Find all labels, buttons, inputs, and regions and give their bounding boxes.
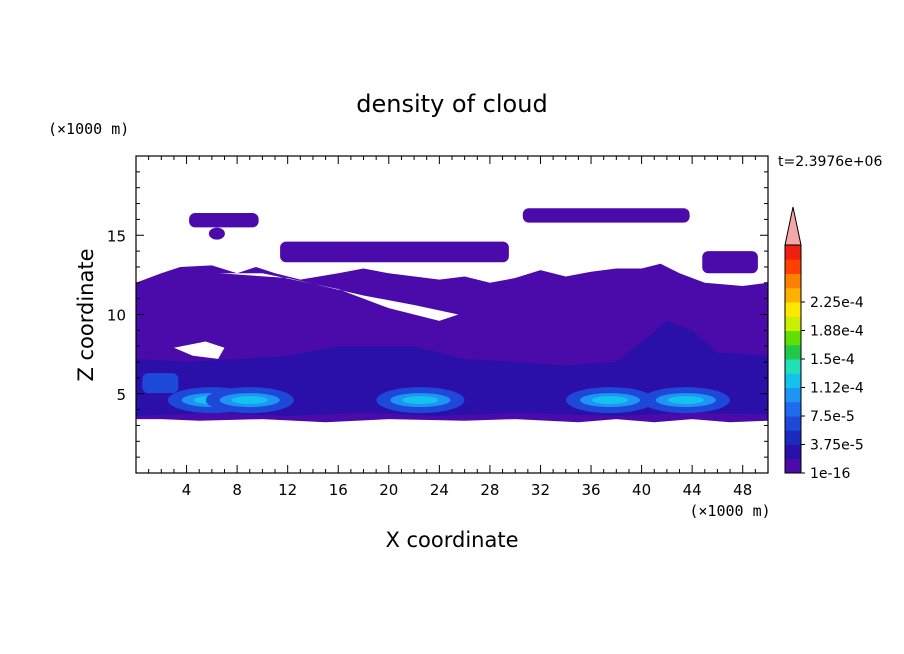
x-tick-label: 24 (430, 481, 449, 499)
colorbar-label: 3.75e-5 (810, 438, 864, 454)
colorbar-swatch (785, 444, 801, 460)
colorbar-swatch (785, 344, 801, 360)
cloud-patch-2 (280, 241, 509, 263)
colorbar-swatch (785, 373, 801, 388)
plot-area (136, 208, 768, 423)
colorbar-swatch (785, 259, 801, 274)
x-tick-label: 16 (329, 481, 348, 499)
y-tick-label: 5 (116, 386, 126, 404)
x-tick-label: 32 (531, 481, 550, 499)
x-unit-label: (×1000 m) (689, 502, 770, 520)
chart-title: density of cloud (356, 90, 547, 118)
cloud-patch-4 (702, 251, 758, 274)
core-peak-2 (231, 396, 268, 405)
colorbar-overflow-arrow (784, 206, 802, 246)
colorbar-label: 1.12e-4 (810, 381, 864, 397)
time-label: t=2.3976e+06 (778, 154, 882, 170)
y-tick-label: 15 (107, 227, 126, 245)
x-tick-label: 28 (480, 481, 499, 499)
colorbar-label: 1e-16 (810, 466, 850, 482)
colorbar-swatch (785, 387, 801, 403)
x-axis-title: X coordinate (385, 528, 518, 552)
y-tick-label: 10 (107, 307, 126, 325)
colorbar-swatch (785, 316, 801, 331)
colorbar-label: 1.88e-4 (810, 324, 864, 340)
core-peak-3 (402, 396, 439, 405)
colorbar-swatch (785, 359, 801, 374)
x-tick-label: 12 (278, 481, 297, 499)
colorbar-swatch (785, 245, 801, 260)
x-tick-label: 36 (581, 481, 600, 499)
colorbar-swatch (785, 287, 801, 303)
colorbar-swatch (785, 430, 801, 445)
colorbar: 1e-16 3.75e-5 7.5e-5 1.12e-4 1.5e-4 1.88e-4 2.… (784, 206, 864, 482)
colorbar-swatch (785, 302, 801, 317)
y-axis-title: Z coordinate (74, 248, 98, 381)
cloud-patch-1 (189, 213, 259, 228)
x-tick-label: 40 (632, 481, 651, 499)
cloud-patch-3 (522, 208, 690, 223)
x-tick-label: 8 (232, 481, 242, 499)
colorbar-swatch (785, 401, 801, 417)
colorbar-swatch (785, 273, 801, 289)
clear-gap-1 (219, 273, 459, 321)
y-unit-label: (×1000 m) (48, 120, 129, 138)
core-peak-4 (592, 396, 628, 405)
core-peak-5 (667, 396, 704, 405)
x-tick-label: 48 (733, 481, 752, 499)
colorbar-label: 7.5e-5 (810, 409, 855, 425)
colorbar-label: 2.25e-4 (810, 295, 864, 311)
clear-gap-2 (173, 341, 225, 359)
x-tick-label: 44 (683, 481, 702, 499)
colorbar-label: 1.5e-4 (810, 352, 855, 368)
colorbar-swatch (785, 416, 801, 431)
x-tick-label: 4 (182, 481, 192, 499)
cloud-patch-drip (208, 227, 225, 240)
colorbar-swatch (785, 458, 801, 474)
colorbar-swatch (785, 330, 801, 346)
core-left-edge (142, 373, 179, 394)
x-tick-label: 20 (379, 481, 398, 499)
